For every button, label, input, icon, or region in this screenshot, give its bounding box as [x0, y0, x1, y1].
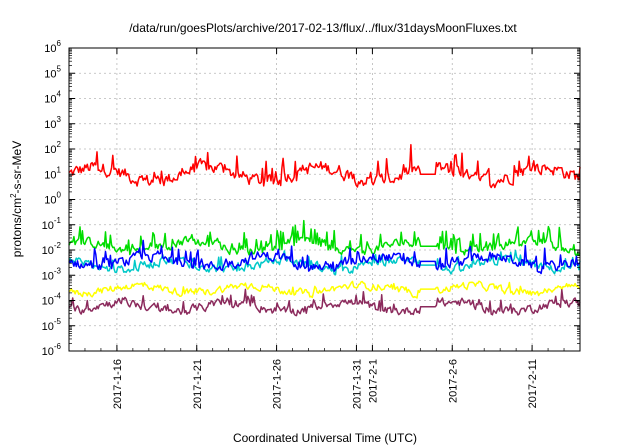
- x-tick-label: 2017-1-21: [192, 359, 204, 409]
- x-axis-ticks: 2017-1-16 2017-1-21 2017-1-26 2017-1-31 2017…: [84, 48, 565, 409]
- chart-title: /data/run/goesPlots/archive/2017-02-13/f…: [129, 21, 517, 35]
- y-axis-ticks: 10-6 10-5 10-4 10-3 10-2 10-1 100 101 102 103 104 1…: [42, 39, 580, 358]
- x-tick-label: 2017-2-11: [527, 359, 539, 408]
- y-axis-label: protons/cm2-s-sr-MeV: [9, 141, 24, 257]
- y-tick-label: 104: [44, 90, 61, 106]
- y-tick-label: 10-4: [42, 292, 62, 308]
- y-tick-label: 10-5: [42, 317, 62, 333]
- y-tick-label: 106: [44, 39, 61, 55]
- x-tick-label: 2017-1-16: [112, 359, 124, 409]
- x-tick-label: 2017-1-31: [351, 359, 363, 409]
- y-tick-label: 105: [44, 64, 61, 80]
- grid-lines: [69, 48, 580, 351]
- y-tick-label: 100: [44, 191, 61, 207]
- x-axis-label: Coordinated Universal Time (UTC): [233, 431, 417, 445]
- series-group: [68, 143, 581, 317]
- y-tick-label: 10-6: [42, 342, 62, 358]
- series-line: [68, 143, 581, 189]
- y-tick-label: 10-3: [42, 266, 62, 282]
- y-axis-label-base: protons/cm: [10, 198, 24, 257]
- y-axis-label-rest: -s-sr-MeV: [10, 141, 24, 194]
- y-axis-label-sup: 2: [9, 193, 18, 198]
- series-line: [68, 239, 581, 275]
- y-tick-label: 10-1: [42, 216, 62, 232]
- series-line: [68, 249, 581, 276]
- y-tick-label: 102: [44, 140, 61, 156]
- x-tick-label: 2017-2-6: [447, 359, 459, 403]
- x-tick-label: 2017-2-1: [367, 359, 379, 403]
- y-tick-label: 103: [44, 115, 61, 131]
- series-line: [68, 288, 581, 317]
- series-line: [68, 280, 581, 299]
- x-tick-label: 2017-1-26: [272, 359, 284, 409]
- y-tick-label: 101: [44, 165, 61, 181]
- series-line: [68, 219, 581, 257]
- y-tick-label: 10-2: [42, 241, 62, 257]
